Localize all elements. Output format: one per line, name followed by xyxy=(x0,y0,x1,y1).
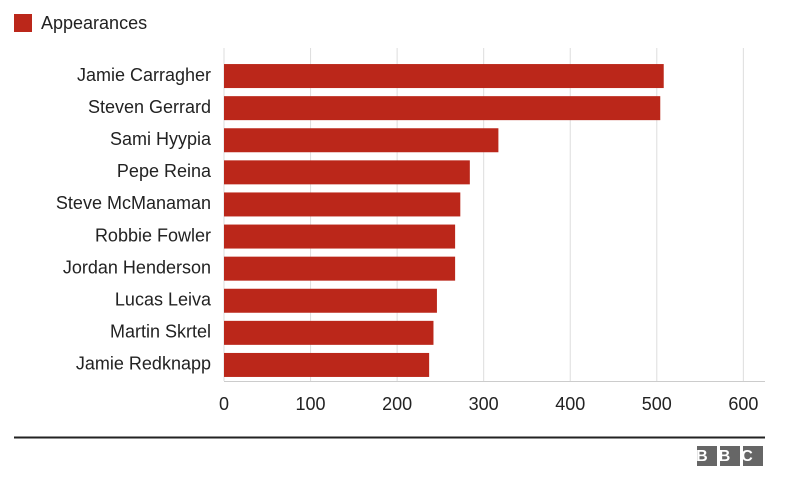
y-tick-label: Sami Hyypia xyxy=(110,129,212,149)
bar xyxy=(224,352,430,377)
legend-swatch xyxy=(14,14,32,32)
bar xyxy=(224,256,456,281)
logo-box xyxy=(743,446,763,466)
y-tick-label: Jamie Carragher xyxy=(77,65,211,85)
bar xyxy=(224,224,456,249)
bar xyxy=(224,64,664,89)
logo-box xyxy=(720,446,740,466)
y-tick-label: Lucas Leiva xyxy=(115,290,212,310)
bar xyxy=(224,128,499,153)
x-tick-label: 200 xyxy=(382,394,412,414)
y-tick-label: Pepe Reina xyxy=(117,161,212,181)
bar xyxy=(224,320,434,345)
bar xyxy=(224,288,437,313)
y-tick-label: Jordan Henderson xyxy=(63,257,211,277)
bar xyxy=(224,160,470,185)
x-tick-label: 400 xyxy=(555,394,585,414)
logo-text: BBC xyxy=(696,448,764,465)
x-tick-label: 100 xyxy=(296,394,326,414)
x-tick-label: 500 xyxy=(642,394,672,414)
bar xyxy=(224,192,461,217)
logo-box xyxy=(697,446,717,466)
x-tick-label: 300 xyxy=(469,394,499,414)
y-tick-label: Steven Gerrard xyxy=(88,97,211,117)
y-tick-label: Steve McManaman xyxy=(56,193,211,213)
legend-label: Appearances xyxy=(41,13,147,33)
y-tick-label: Robbie Fowler xyxy=(95,225,211,245)
y-tick-label: Martin Skrtel xyxy=(110,322,211,342)
x-tick-label: 0 xyxy=(219,394,229,414)
logo: BBC xyxy=(696,446,764,466)
x-tick-label: 600 xyxy=(728,394,758,414)
y-tick-label: Jamie Redknapp xyxy=(76,354,211,374)
bar xyxy=(224,96,661,121)
